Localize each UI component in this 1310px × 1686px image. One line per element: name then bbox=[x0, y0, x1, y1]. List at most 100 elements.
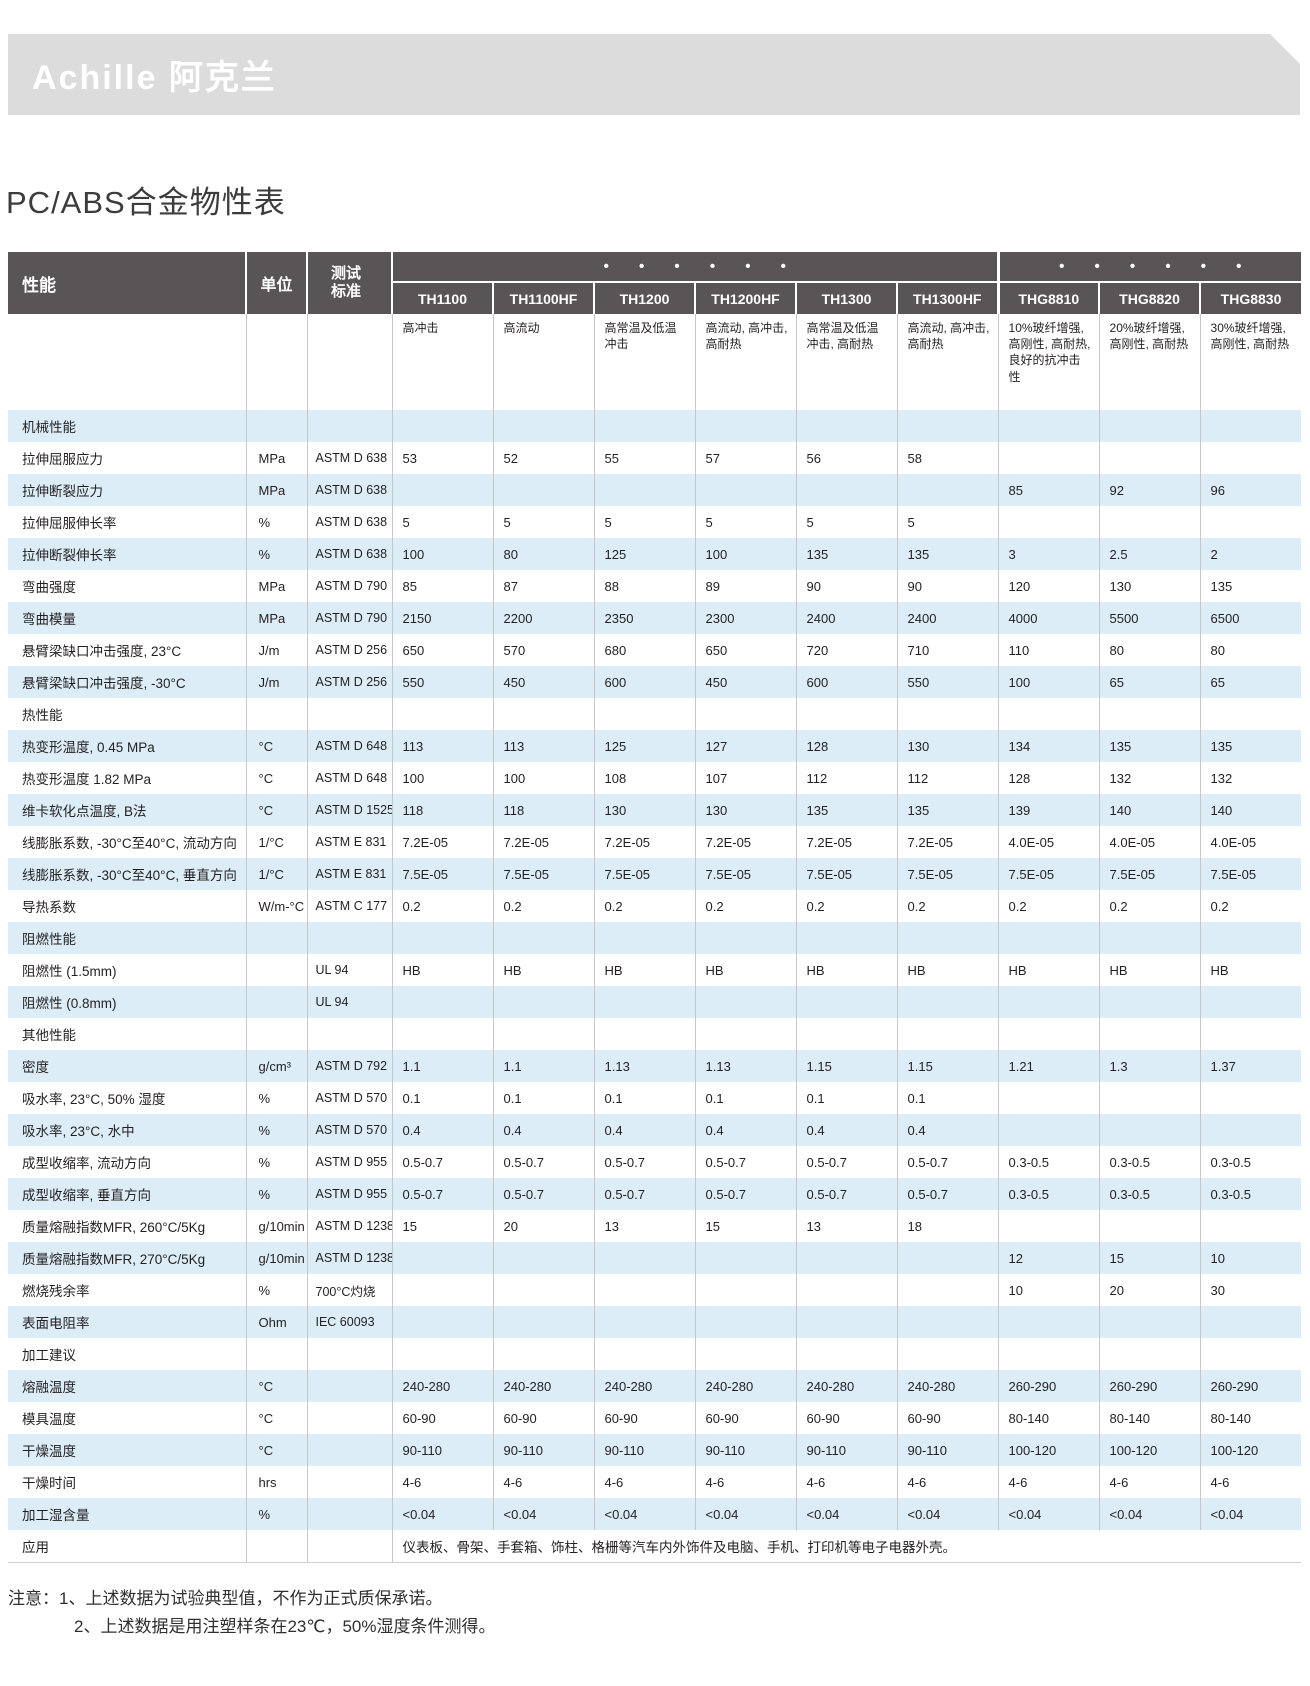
row-unit: °C bbox=[245, 1434, 307, 1466]
value-cell: 113 bbox=[391, 730, 493, 762]
section-label: 机械性能 bbox=[22, 420, 76, 435]
value-cell: 450 bbox=[694, 666, 796, 698]
value-cell: 0.4 bbox=[795, 1114, 897, 1146]
value-cell bbox=[795, 474, 897, 506]
value-cell bbox=[593, 410, 695, 442]
value-cell: 100 bbox=[997, 666, 1100, 698]
value-cell: 7.5E-05 bbox=[1199, 858, 1302, 890]
value-cell: 125 bbox=[593, 538, 695, 570]
row-label: 弯曲模量 bbox=[22, 612, 76, 627]
value-cell bbox=[391, 1274, 493, 1306]
row-unit: MPa bbox=[245, 602, 307, 634]
row-label: 应用 bbox=[8, 1530, 246, 1563]
value-cell bbox=[896, 1242, 999, 1274]
value-cell bbox=[492, 1306, 594, 1338]
value-cell: 4-6 bbox=[492, 1466, 594, 1498]
value-cell: 5 bbox=[593, 506, 695, 538]
properties-table: 性能 单位 测试标准 • • • • • • • • • • • • TH110… bbox=[8, 252, 1302, 1563]
value-cell bbox=[593, 1242, 695, 1274]
column-header-thg8810: THG8810 bbox=[996, 281, 1100, 314]
value-cell bbox=[997, 986, 1100, 1018]
value-cell: 1.3 bbox=[1098, 1050, 1201, 1082]
value-cell: HB bbox=[795, 954, 897, 986]
value-cell: 260-290 bbox=[997, 1370, 1100, 1402]
value-cell: 3 bbox=[997, 538, 1100, 570]
row-standard bbox=[306, 922, 392, 954]
value-cell: 60-90 bbox=[492, 1402, 594, 1434]
value-cell bbox=[694, 922, 796, 954]
table-row: 应用 仪表板、骨架、手套箱、饰柱、格栅等汽车内外饰件及电脑、手机、打印机等电子电器… bbox=[8, 1530, 1302, 1563]
row-standard: ASTM D 638 bbox=[306, 506, 392, 538]
row-standard bbox=[306, 1434, 392, 1466]
value-cell bbox=[1098, 1210, 1201, 1242]
column-header-th1100hf: TH1100HF bbox=[492, 281, 594, 314]
value-cell: <0.04 bbox=[593, 1498, 695, 1530]
value-cell bbox=[1098, 922, 1201, 954]
value-cell: 0.5-0.7 bbox=[795, 1178, 897, 1210]
value-cell bbox=[694, 986, 796, 1018]
value-cell: 1.1 bbox=[492, 1050, 594, 1082]
value-cell: 0.1 bbox=[492, 1082, 594, 1114]
value-cell: 85 bbox=[997, 474, 1100, 506]
table-row: 燃烧残余率% 700°C灼烧 10 20 30 bbox=[8, 1274, 1302, 1306]
value-cell bbox=[795, 1306, 897, 1338]
value-cell: HB bbox=[896, 954, 999, 986]
value-cell: 57 bbox=[694, 442, 796, 474]
value-cell: 2150 bbox=[391, 602, 493, 634]
value-cell: HB bbox=[593, 954, 695, 986]
value-cell bbox=[997, 410, 1100, 442]
value-cell bbox=[694, 1306, 796, 1338]
table-row: 线膨胀系数, -30°C至40°C, 流动方向 1/°C ASTM E 831 7.2… bbox=[8, 826, 1302, 858]
value-cell bbox=[1098, 1082, 1201, 1114]
value-cell bbox=[391, 1338, 493, 1370]
row-standard: ASTM D 570 bbox=[306, 1082, 392, 1114]
value-cell: 90 bbox=[896, 570, 999, 602]
grade-description: 30%玻纤增强, 高刚性, 高耐热 bbox=[1199, 314, 1302, 410]
value-cell bbox=[795, 986, 897, 1018]
value-cell: 125 bbox=[593, 730, 695, 762]
value-cell: <0.04 bbox=[391, 1498, 493, 1530]
value-cell: 7.5E-05 bbox=[997, 858, 1100, 890]
value-cell: 0.4 bbox=[593, 1114, 695, 1146]
value-cell: <0.04 bbox=[896, 1498, 999, 1530]
value-cell: HB bbox=[1098, 954, 1201, 986]
value-cell bbox=[391, 1306, 493, 1338]
row-label: 成型收缩率, 流动方向 bbox=[22, 1156, 152, 1171]
row-standard: ASTM D 790 bbox=[306, 570, 392, 602]
table-row: 吸水率, 23°C, 50% 湿度% ASTM D 570 0.1 0.1 0.1 0.1… bbox=[8, 1082, 1302, 1114]
value-cell: 2200 bbox=[492, 602, 594, 634]
value-cell: 260-290 bbox=[1199, 1370, 1302, 1402]
value-cell: 90-110 bbox=[593, 1434, 695, 1466]
value-cell: 0.5-0.7 bbox=[492, 1178, 594, 1210]
row-unit: °C bbox=[245, 730, 307, 762]
table-row: 悬臂梁缺口冲击强度, -30°C J/m ASTM D 256 550 450 600 45… bbox=[8, 666, 1302, 698]
row-standard: ASTM D 792 bbox=[306, 1050, 392, 1082]
value-cell: 100 bbox=[391, 762, 493, 794]
section-row: 热性能 bbox=[8, 698, 1302, 730]
row-label: 线膨胀系数, -30°C至40°C, 垂直方向 bbox=[22, 868, 237, 883]
value-cell bbox=[997, 1338, 1100, 1370]
value-cell bbox=[896, 922, 999, 954]
value-cell: 0.5-0.7 bbox=[795, 1146, 897, 1178]
value-cell: 7.2E-05 bbox=[896, 826, 999, 858]
value-cell: 15 bbox=[1098, 1242, 1201, 1274]
value-cell: <0.04 bbox=[1098, 1498, 1201, 1530]
value-cell: 80 bbox=[1199, 634, 1302, 666]
value-cell: 135 bbox=[795, 794, 897, 826]
value-cell: HB bbox=[1199, 954, 1302, 986]
value-cell bbox=[1098, 442, 1201, 474]
row-unit: % bbox=[245, 1114, 307, 1146]
value-cell: 720 bbox=[795, 634, 897, 666]
value-cell: 112 bbox=[896, 762, 999, 794]
value-cell bbox=[694, 1018, 796, 1050]
value-cell: 10 bbox=[1199, 1242, 1302, 1274]
value-cell: 113 bbox=[492, 730, 594, 762]
value-cell: 0.3-0.5 bbox=[1098, 1146, 1201, 1178]
value-cell bbox=[391, 922, 493, 954]
value-cell: 96 bbox=[1199, 474, 1302, 506]
column-header-thg8830: THG8830 bbox=[1199, 281, 1302, 314]
value-cell: 240-280 bbox=[593, 1370, 695, 1402]
value-cell: HB bbox=[694, 954, 796, 986]
table-row: 质量熔融指数MFR, 270°C/5Kg g/10min ASTM D 1238 12… bbox=[8, 1242, 1302, 1274]
value-cell: 240-280 bbox=[391, 1370, 493, 1402]
